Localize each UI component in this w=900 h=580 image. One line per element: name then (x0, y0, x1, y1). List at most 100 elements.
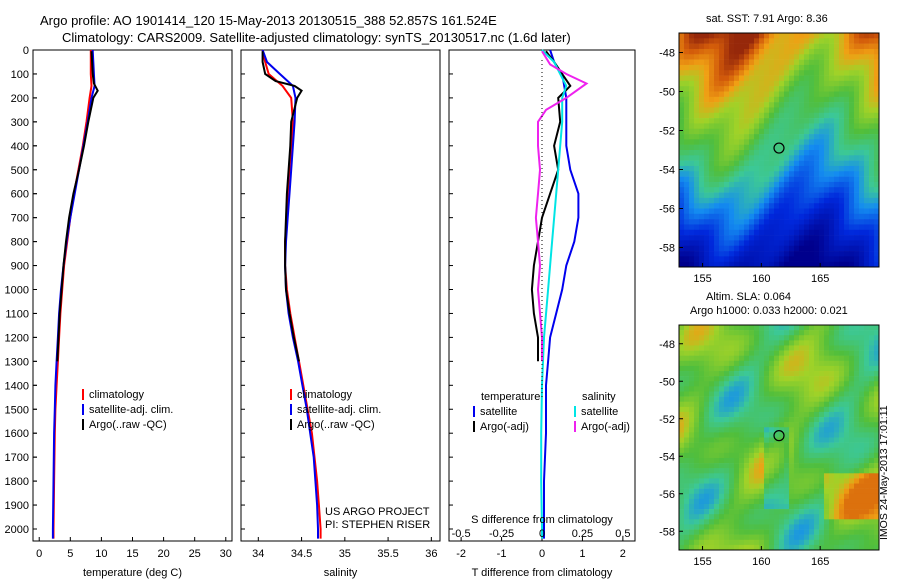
map-cell (774, 33, 780, 39)
map-cell (764, 422, 770, 428)
map-cell (794, 235, 800, 241)
map-cell (844, 86, 850, 92)
page-subtitle: Climatology: CARS2009. Satellite-adjuste… (62, 30, 571, 45)
map-cell (714, 75, 720, 82)
map-cell (769, 123, 775, 130)
map-cell (784, 503, 790, 510)
map-cell (834, 376, 840, 382)
map-cell (839, 422, 845, 428)
map-cell (814, 411, 820, 418)
map-cell (684, 102, 690, 108)
map-cell (704, 251, 710, 257)
map-cell (809, 488, 815, 495)
map-cell (874, 251, 880, 257)
map-cell (679, 457, 685, 464)
map-cell (774, 240, 780, 247)
map-cell (699, 144, 705, 151)
map-cell (799, 54, 805, 60)
map-cell (784, 452, 790, 459)
map-cell (769, 345, 775, 351)
map-cell (679, 203, 685, 209)
map-cell (699, 468, 705, 474)
map-cell (854, 80, 860, 87)
map-cell (769, 330, 775, 336)
map-cell (784, 251, 790, 257)
map-cell (829, 391, 835, 397)
map-cell (824, 422, 830, 428)
map-cell (779, 187, 785, 193)
map-cell (844, 330, 850, 336)
map-cell (764, 498, 770, 505)
map-cell (699, 524, 705, 530)
map-cell (819, 181, 825, 188)
map-cell (849, 107, 855, 114)
map-cell (804, 437, 810, 443)
map-cell (839, 155, 845, 161)
map-cell (689, 155, 695, 161)
map-cell (814, 86, 820, 92)
map-cell (729, 376, 735, 382)
map-cell (714, 519, 720, 525)
map-cell (744, 478, 750, 484)
map-cell (844, 229, 850, 236)
map-cell (854, 524, 860, 530)
map-cell (754, 498, 760, 505)
map-cell (724, 96, 730, 103)
map-cell (759, 197, 765, 204)
map-cell (769, 181, 775, 188)
map-cell (869, 447, 875, 454)
map-cell (834, 509, 840, 515)
map-cell (724, 235, 730, 241)
map-cell (699, 544, 705, 551)
map-cell (679, 524, 685, 530)
map-cell (834, 176, 840, 183)
map-cell (719, 340, 725, 346)
map-cell (839, 197, 845, 204)
map-cell (769, 91, 775, 98)
map-cell (799, 325, 805, 331)
map-cell (844, 75, 850, 82)
map-cell (754, 208, 760, 215)
map-cell (714, 524, 720, 530)
map-cell (714, 80, 720, 87)
map-cell (869, 396, 875, 402)
map-cell (794, 488, 800, 495)
map-cell (754, 457, 760, 464)
map-cell (849, 219, 855, 225)
map-cell (859, 75, 865, 82)
map-cell (769, 229, 775, 236)
map-cell (809, 437, 815, 443)
map-cell (764, 75, 770, 82)
map-cell (849, 386, 855, 392)
map-cell (759, 54, 765, 60)
map-cell (754, 447, 760, 454)
map-cell (709, 118, 715, 124)
map-cell (749, 335, 755, 341)
map-cell (864, 144, 870, 151)
map-cell (709, 371, 715, 377)
map-cell (794, 128, 800, 135)
map-cell (679, 498, 685, 505)
map-cell (794, 261, 800, 268)
map-cell (774, 43, 780, 50)
map-cell (689, 213, 695, 220)
map-cell (789, 59, 795, 66)
map-cell (679, 139, 685, 145)
map-cell (864, 376, 870, 382)
map-cell (844, 59, 850, 66)
map-cell (789, 503, 795, 510)
map-cell (724, 325, 730, 331)
map-cell (759, 165, 765, 172)
map-cell (689, 48, 695, 55)
map-cell (874, 325, 880, 331)
map-cell (854, 509, 860, 515)
map-cell (794, 160, 800, 167)
map-cell (859, 43, 865, 50)
map-cell (864, 519, 870, 525)
map-cell (689, 59, 695, 66)
map-cell (784, 396, 790, 402)
map-cell (834, 118, 840, 124)
map-cell (874, 107, 880, 114)
map-cell (719, 197, 725, 204)
map-cell (679, 160, 685, 167)
